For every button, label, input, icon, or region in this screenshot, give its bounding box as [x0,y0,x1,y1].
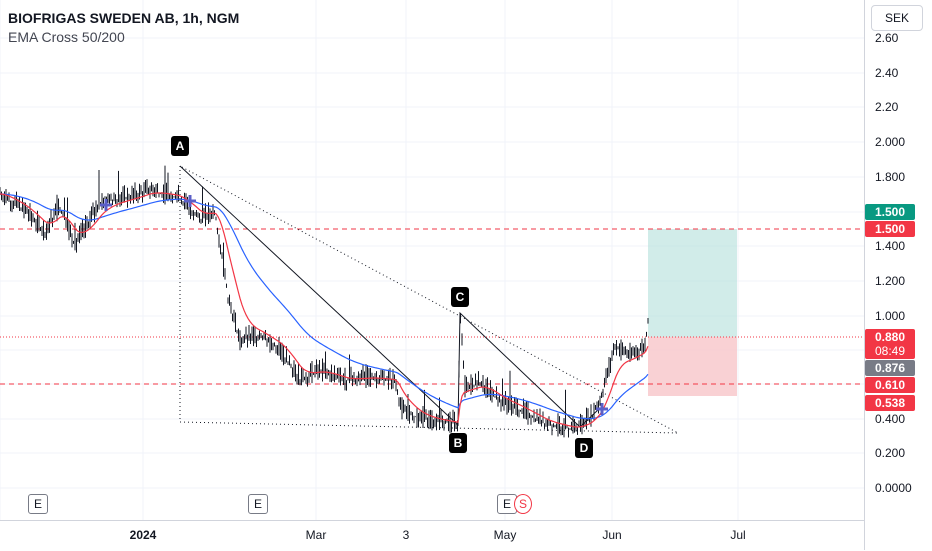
time-tick-label: 2024 [129,528,157,542]
horizontal-lines [0,228,864,385]
price-tick-label: 0.400 [875,412,906,426]
price-tick-label: 1.800 [875,170,906,184]
price-tag-countdown: 08:49 [874,344,906,358]
chart-area[interactable]: BIOFRIGAS SWEDEN AB, 1h, NGM EMA Cross 5… [0,0,864,520]
time-axis[interactable]: 2024 Mar 3 May Jun Jul [0,520,864,551]
price-tag-value: 1.500 [874,205,906,219]
point-label-c[interactable]: C [451,287,469,307]
price-tick-label: 2.60 [875,31,899,45]
price-tick-label: 0.0000 [875,481,912,495]
ema-50-line [0,192,649,428]
earnings-marker[interactable]: E [28,494,48,514]
cross-marker-icon [100,199,112,211]
split-marker[interactable]: S [514,494,532,514]
time-tick-label: Mar [305,528,327,542]
currency-button[interactable]: SEK [871,5,923,31]
price-tick-label: 1.200 [875,274,906,288]
point-label-b[interactable]: B [449,433,467,453]
price-chart[interactable] [0,0,864,520]
price-tag: 0.876 [865,360,915,376]
cross-marker-icon [596,403,608,415]
time-tick-label: Jul [730,528,746,542]
time-tick-label: May [493,528,517,542]
price-tick-label: 0.200 [875,446,906,460]
time-tick-label: Jun [602,528,622,542]
price-tag-value: 0.538 [874,396,906,410]
triangle-pattern[interactable] [179,165,679,434]
symbol-title[interactable]: BIOFRIGAS SWEDEN AB, 1h, NGM [8,10,240,26]
price-tag: 1.500 [865,204,915,220]
price-tag: 1.500 [865,221,915,237]
price-tag-value: 1.500 [874,222,906,236]
cross-markers [100,195,608,415]
price-tick-label: 1.400 [875,239,906,253]
chart-legend: BIOFRIGAS SWEDEN AB, 1h, NGM EMA Cross 5… [8,8,239,46]
price-tag-value: 0.876 [874,361,906,375]
indicator-title[interactable]: EMA Cross 50/200 [8,29,125,45]
price-tag: 0.538 [865,395,915,411]
cross-marker-icon [184,195,196,207]
position-zones[interactable] [648,229,737,396]
price-tag: 0.880 08:49 [865,329,915,359]
stop-zone[interactable] [648,337,737,396]
price-tag-value: 0.610 [874,378,906,392]
abcd-line [179,165,601,428]
point-label-d[interactable]: D [575,438,593,458]
point-label-a[interactable]: A [171,136,189,156]
triangle-outline [179,165,679,434]
ema-200-line [0,193,649,420]
price-tag: 0.610 [865,377,915,393]
target-zone[interactable] [648,229,737,337]
price-tag-value: 0.880 [874,330,906,344]
earnings-marker[interactable]: E [248,494,268,514]
price-tick-label: 2.20 [875,100,899,114]
candles [0,165,649,438]
price-tick-label: 2.40 [875,66,899,80]
price-tick-label: 2.000 [875,135,906,149]
price-axis[interactable]: SEK 2.602.402.202.0001.8001.6001.4001.20… [864,0,932,550]
price-tick-label: 1.000 [875,309,906,323]
time-tick-label: 3 [402,528,410,542]
